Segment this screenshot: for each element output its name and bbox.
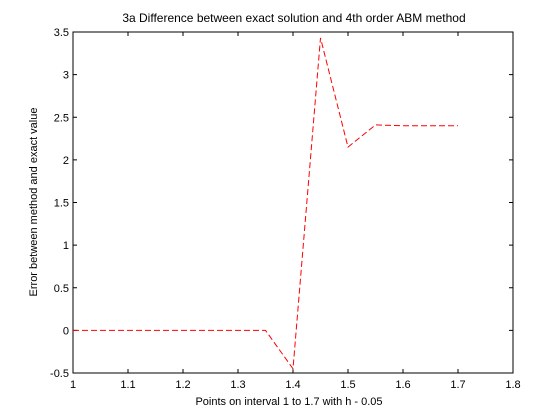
y-tick-label: -0.5 <box>50 368 69 380</box>
x-axis-label: Points on interval 1 to 1.7 with h - 0.0… <box>195 396 382 408</box>
x-tick-label: 1.3 <box>230 379 245 391</box>
x-axis-ticks: 1 1.1 1.2 1.3 1.4 1.5 1.6 1.7 1.8 <box>70 32 521 391</box>
x-tick-label: 1.2 <box>175 379 190 391</box>
y-tick-label: 2 <box>63 155 69 167</box>
chart-title: 3a Difference between exact solution and… <box>122 11 465 25</box>
plot-area <box>72 31 514 374</box>
y-axis-label: Error between method and exact value <box>28 108 40 297</box>
x-tick-label: 1 <box>70 379 76 391</box>
x-tick-label: 1.1 <box>120 379 135 391</box>
y-tick-label: 2.5 <box>54 112 69 124</box>
series-line <box>73 37 458 371</box>
y-tick-label: 3.5 <box>54 27 69 39</box>
x-tick-label: 1.5 <box>340 379 355 391</box>
y-tick-label: 0.5 <box>54 283 69 295</box>
y-tick-label: 1.5 <box>54 198 69 210</box>
x-tick-label: 1.7 <box>450 379 465 391</box>
x-tick-label: 1.4 <box>285 379 300 391</box>
x-tick-label: 1.8 <box>505 379 520 391</box>
series-layer <box>73 37 458 371</box>
y-tick-label: 3 <box>63 70 69 82</box>
x-tick-label: 1.6 <box>395 379 410 391</box>
y-tick-label: 1 <box>63 240 69 252</box>
y-tick-label: 0 <box>63 325 69 337</box>
